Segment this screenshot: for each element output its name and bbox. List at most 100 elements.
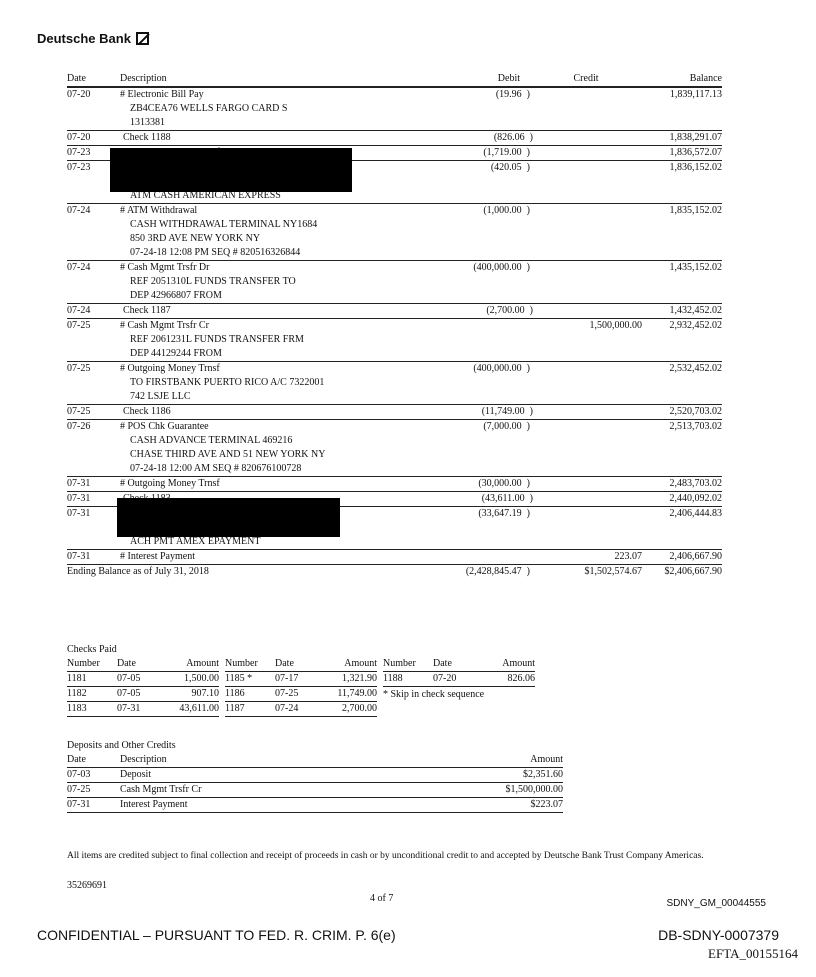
transaction-balance: 1,836,572.07 [669,147,723,158]
transaction-entry: 07-26 # POS Chk Guarantee (7,000.00 ) 2,513… [67,420,722,477]
transaction-debit: (400,000.00 ) [473,262,530,273]
check-date: 07-25 [275,686,325,702]
check-row: 1181 07-05 1,500.00 [67,671,219,687]
check-amount: 11,749.00 [325,686,377,702]
deposit-row: 07-31 Interest Payment $223.07 [67,797,563,813]
skip-note: * Skip in check sequence [383,689,485,700]
deposits-title: Deposits and Other Credits [67,740,176,751]
transaction-credit [540,462,652,476]
transaction-balance: 1,838,291.07 [669,132,723,143]
transaction-balance: 2,513,703.02 [669,421,723,432]
transaction-date [67,232,120,246]
transaction-credit [540,218,652,232]
check-number: 1187 [225,701,275,717]
bank-name: Deutsche Bank [37,31,131,46]
transaction-line: DEP 42966807 FROM [67,289,722,303]
check-number: 1186 [225,686,275,702]
transaction-balance [652,218,722,232]
transaction-credit [540,189,652,203]
transaction-debit [420,116,540,130]
transaction-balance [652,102,722,116]
transaction-credit [530,261,642,275]
checks-column: Number Date Amount 1181 07-05 1,500.00 1182 07-… [67,657,219,717]
redaction-box [117,498,340,537]
transaction-debit [420,218,540,232]
transaction-balance: 2,520,703.02 [669,406,723,417]
dep-col-description: Description [120,753,380,768]
transaction-date: 07-24 [67,262,91,273]
transaction-balance: 1,432,452.02 [669,305,723,316]
transaction-credit [540,102,652,116]
col-date: Date [67,73,86,84]
transactions-table: Date Description Debit Credit Balance 07… [67,72,722,579]
transaction-date [67,448,120,462]
transaction-date [67,218,120,232]
check-number: 1182 [67,686,117,702]
transaction-debit [420,232,540,246]
transaction-credit [533,304,645,318]
ending-credit: $1,502,574.67 [584,566,643,577]
transaction-credit [540,333,652,347]
transaction-balance: 1,835,152.02 [669,205,723,216]
transaction-debit [420,535,540,549]
transaction-description: DEP 44129244 FROM [130,348,222,359]
transaction-date: 07-23 [67,147,91,158]
transaction-credit: 1,500,000.00 [589,320,643,331]
transaction-debit: (2,700.00 ) [486,305,533,316]
transaction-credit [530,204,642,218]
transaction-description: ACH PMT AMEX EPAYMENT [130,536,261,547]
transaction-date [67,376,120,390]
transaction-credit [540,232,652,246]
dep-col-date: Date [67,753,120,768]
transaction-debit [420,434,540,448]
bates-number: DB-SDNY-0007379 [658,927,779,943]
transaction-description: # Interest Payment [120,551,195,562]
transaction-credit [540,116,652,130]
checks-col-header: Amount [325,657,377,672]
transaction-entry: 07-24 # Cash Mgmt Trsfr Dr (400,000.00 ) 1,… [67,261,722,304]
transaction-description: # ATM Withdrawal [120,205,198,216]
transaction-line: 07-24-18 12:08 PM SEQ # 820516326844 [67,246,722,260]
deposit-amount: $2,351.60 [379,767,563,783]
checks-col-header: Amount [483,657,535,672]
transaction-balance [652,521,722,535]
transaction-description: 742 LSJE LLC [130,391,191,402]
transaction-balance [652,275,722,289]
transaction-description: DEP 42966807 FROM [130,290,222,301]
check-amount: 1,321.90 [325,671,377,687]
col-debit: Debit [497,73,520,84]
transaction-line: 07-31 # Interest Payment 223.07 2,406,667.9… [67,550,722,564]
transaction-debit [420,448,540,462]
transaction-debit: (11,749.00 ) [481,406,533,417]
transaction-line: 07-24-18 12:00 AM SEQ # 820676100728 [67,462,722,476]
transaction-debit: (7,000.00 ) [483,421,530,432]
confidential-notice: CONFIDENTIAL – PURSUANT TO FED. R. CRIM.… [37,927,396,943]
transaction-credit [540,275,652,289]
deposits-table: Date Description Amount 07-03 Deposit $2,3… [67,753,563,813]
transaction-balance [652,289,722,303]
check-amount: 43,611.00 [167,701,219,717]
transaction-debit: (1,719.00 ) [483,147,530,158]
check-amount: 2,700.00 [325,701,377,717]
deposit-row: 07-25 Cash Mgmt Trsfr Cr $1,500,000.00 [67,782,563,798]
transaction-date [67,390,120,404]
transaction-debit [420,102,540,116]
transaction-date: 07-31 [67,551,91,562]
transaction-balance: 1,435,152.02 [669,262,723,273]
transaction-description: # POS Chk Guarantee [120,421,209,432]
transaction-date: 07-25 [67,406,91,417]
col-description: Description [120,73,167,84]
checks-group: Number Date Amount 1188 07-20 826.06 [383,657,535,687]
transaction-description: 1313381 [130,117,165,128]
transaction-date: 07-31 [67,508,91,519]
transaction-date: 07-20 [67,132,91,143]
transaction-debit [420,189,540,203]
transaction-entry: 07-31 # Outgoing Money Trnsf (30,000.00 ) 2… [67,477,722,492]
transaction-debit: (19.96 ) [495,89,530,100]
bates-number: SDNY_GM_00044555 [666,898,766,909]
transaction-balance: 1,839,117.13 [669,89,722,100]
check-number: 1183 [67,701,117,717]
deposit-description: Cash Mgmt Trsfr Cr [120,782,380,798]
transaction-debit [420,246,540,260]
transaction-description: CASH WITHDRAWAL TERMINAL NY1684 [130,219,318,230]
